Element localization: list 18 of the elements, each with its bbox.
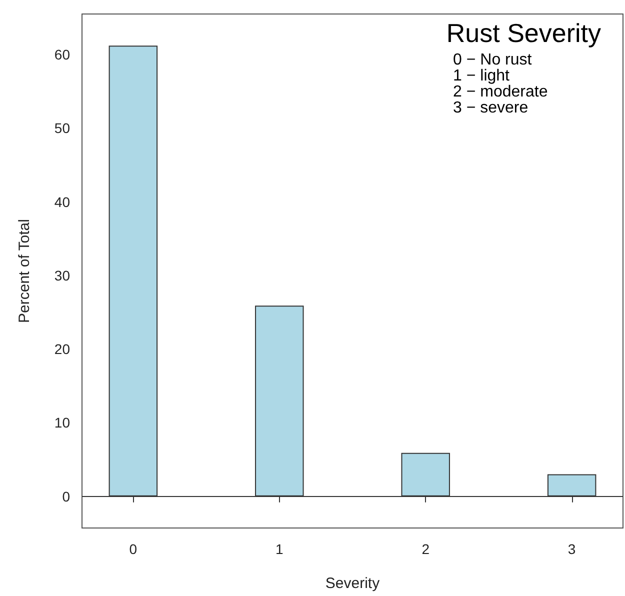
- legend-title: Rust Severity: [446, 18, 602, 48]
- y-tick-label: 0: [62, 488, 70, 504]
- x-tick-label: 1: [275, 541, 284, 557]
- annotation: 2 − moderate: [453, 84, 548, 100]
- y-tick-label: 10: [54, 414, 70, 431]
- y-tick-label: 60: [54, 46, 70, 62]
- y-tick-label: 50: [54, 120, 70, 136]
- x-tick-label: 2: [422, 541, 430, 557]
- x-tick-label: 0: [129, 541, 138, 557]
- y-axis-title: Percent of Total: [16, 219, 33, 323]
- x-tick-label: 3: [568, 541, 576, 557]
- y-tick-label: 20: [54, 341, 70, 358]
- annotation: 0 − No rust: [453, 52, 532, 68]
- annotation: 1 − light: [453, 68, 510, 84]
- y-tick-label: 30: [54, 267, 70, 284]
- y-tick-label: 40: [54, 194, 70, 210]
- x-axis-title: Severity: [325, 575, 380, 592]
- annotation: 3 − severe: [453, 100, 528, 116]
